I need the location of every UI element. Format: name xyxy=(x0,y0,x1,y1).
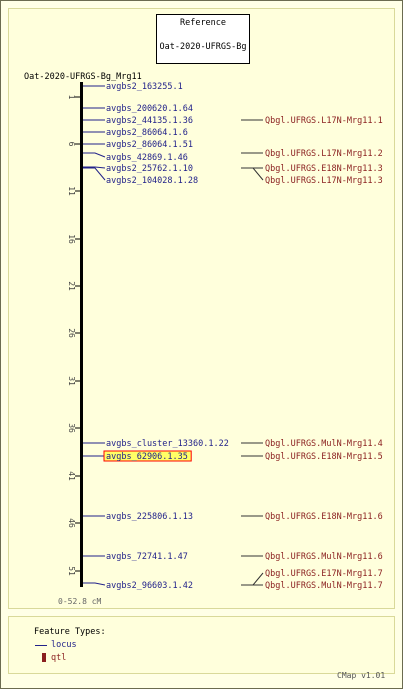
axis-tick-label: 21 xyxy=(67,281,76,291)
locus-connector xyxy=(83,152,106,158)
locus-connector xyxy=(83,166,106,169)
reference-title: Reference xyxy=(179,18,227,28)
axis-tick-label: 36 xyxy=(67,423,76,433)
locus-connector xyxy=(83,582,106,586)
locus-label[interactable]: avgbs2_163255.1 xyxy=(106,82,183,92)
chromosome-bar xyxy=(80,82,83,587)
axis-tick-label: 6 xyxy=(67,142,76,147)
axis-tick-label: 46 xyxy=(67,518,76,528)
map-range-label: 0-52.8 cM xyxy=(58,597,102,606)
axis-tick-label: 31 xyxy=(67,376,76,386)
version-label: CMap v1.01 xyxy=(337,671,386,680)
locus-label[interactable]: avgbs_62906.1.35 xyxy=(106,452,188,462)
axis-tick-label: 51 xyxy=(67,566,76,576)
qtl-label[interactable]: Qbgl.UFRGS.L17N-Mrg11.1 xyxy=(265,116,383,126)
locus-label[interactable]: avgbs2_44135.1.36 xyxy=(106,116,193,126)
locus-label[interactable]: avgbs2_96603.1.42 xyxy=(106,581,193,591)
locus-label[interactable]: avgbs_cluster_13360.1.22 xyxy=(106,439,229,449)
locus-connector xyxy=(83,167,106,181)
map-title[interactable]: Oat-2020-UFRGS-Bg_Mrg11 xyxy=(24,72,142,82)
locus-label[interactable]: avgbs2_86064.1.6 xyxy=(106,128,188,138)
qtl-label[interactable]: Qbgl.UFRGS.MulN-Mrg11.6 xyxy=(265,552,383,562)
legend-panel xyxy=(8,616,395,674)
qtl-label[interactable]: Qbgl.UFRGS.L17N-Mrg11.3 xyxy=(265,176,383,186)
qtl-connector xyxy=(241,572,264,586)
qtl-label[interactable]: Qbgl.UFRGS.MulN-Mrg11.4 xyxy=(265,439,383,449)
locus-label[interactable]: avgbs2_25762.1.10 xyxy=(106,164,193,174)
reference-map-name: Oat-2020-UFRGS-Bg xyxy=(159,42,247,52)
axis-tick-label: 41 xyxy=(67,471,76,481)
axis-tick-label: 1 xyxy=(67,95,76,100)
qtl-label[interactable]: Qbgl.UFRGS.E17N-Mrg11.7 xyxy=(265,569,383,579)
locus-label[interactable]: avgbs_42869.1.46 xyxy=(106,153,188,163)
axis-tick-label: 11 xyxy=(67,186,76,196)
locus-label[interactable]: avgbs_225806.1.13 xyxy=(106,512,193,522)
axis-tick-label: 26 xyxy=(67,328,76,338)
locus-label[interactable]: avgbs2_104028.1.28 xyxy=(106,176,198,186)
locus-highlight xyxy=(103,450,192,462)
legend-title: Feature Types: xyxy=(34,627,106,637)
locus-label[interactable]: avgbs_200620.1.64 xyxy=(106,104,193,114)
qtl-label[interactable]: Qbgl.UFRGS.L17N-Mrg11.2 xyxy=(265,149,383,159)
qtl-label[interactable]: Qbgl.UFRGS.E18N-Mrg11.3 xyxy=(265,164,383,174)
locus-label[interactable]: avgbs2_86064.1.51 xyxy=(106,140,193,150)
locus-label[interactable]: avgbs_72741.1.47 xyxy=(106,552,188,562)
map-panel xyxy=(8,8,395,609)
reference-box: Reference Oat-2020-UFRGS-Bg xyxy=(156,14,250,64)
locus-legend-line xyxy=(35,645,47,646)
qtl-label[interactable]: Qbgl.UFRGS.E18N-Mrg11.6 xyxy=(265,512,383,522)
axis-tick-label: 16 xyxy=(67,234,76,244)
qtl-label[interactable]: Qbgl.UFRGS.MulN-Mrg11.7 xyxy=(265,581,383,591)
qtl-label[interactable]: Qbgl.UFRGS.E18N-Mrg11.5 xyxy=(265,452,383,462)
legend-qtl-label: qtl xyxy=(51,653,67,663)
qtl-legend-bar xyxy=(42,653,46,662)
legend-locus-label: locus xyxy=(51,640,77,650)
qtl-connector xyxy=(241,167,264,181)
